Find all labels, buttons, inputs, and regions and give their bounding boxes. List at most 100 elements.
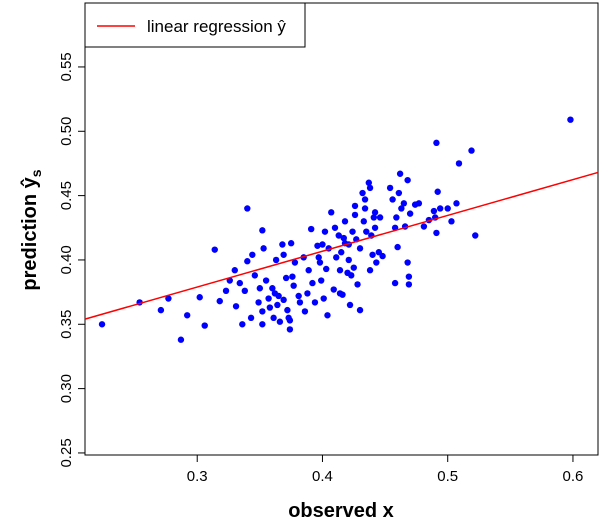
point	[314, 242, 321, 249]
point	[369, 251, 376, 258]
point	[448, 218, 455, 225]
point	[269, 285, 276, 292]
legend-label: linear regression ŷ	[147, 17, 286, 36]
point	[301, 308, 309, 315]
y-tick-label: 0.30	[58, 374, 75, 403]
point	[345, 256, 352, 264]
point	[391, 279, 399, 287]
point	[434, 188, 441, 195]
regression-line	[84, 171, 599, 320]
point	[430, 207, 438, 215]
point	[316, 259, 324, 266]
point	[222, 287, 230, 295]
point	[259, 308, 266, 315]
point	[366, 184, 374, 192]
point	[468, 147, 475, 154]
x-tick-label: 0.5	[437, 468, 458, 485]
point	[324, 312, 331, 319]
point	[350, 264, 357, 271]
point	[393, 214, 400, 221]
point	[255, 299, 262, 306]
point	[406, 210, 414, 217]
point	[395, 189, 403, 197]
point	[276, 318, 284, 325]
point	[351, 202, 359, 210]
point	[333, 254, 340, 261]
point	[260, 245, 267, 252]
plot-frame	[84, 2, 599, 456]
point	[286, 326, 294, 333]
point	[349, 228, 356, 235]
point	[340, 234, 347, 242]
point	[404, 176, 411, 184]
point	[307, 225, 315, 233]
point	[376, 214, 384, 221]
point	[320, 295, 327, 302]
point	[472, 232, 479, 239]
point	[361, 196, 369, 203]
point	[444, 205, 451, 212]
point	[404, 259, 411, 266]
y-tick-label: 0.50	[58, 117, 75, 146]
point	[318, 277, 325, 284]
point	[286, 317, 294, 324]
point	[232, 303, 240, 310]
point	[346, 301, 354, 309]
point	[296, 299, 304, 306]
y-axis-label: prediction ŷs	[19, 169, 44, 290]
point	[241, 287, 249, 295]
point	[280, 296, 287, 304]
y-axis-label-subscript: s	[28, 169, 44, 177]
point	[433, 229, 440, 237]
point	[305, 267, 312, 274]
point	[165, 295, 172, 302]
y-tick-label: 0.45	[58, 181, 75, 210]
point	[291, 259, 299, 266]
point	[196, 294, 203, 301]
point	[328, 209, 335, 216]
point	[247, 314, 255, 322]
x-tick-label: 0.3	[187, 468, 208, 485]
y-tick-label: 0.55	[58, 52, 75, 81]
point	[311, 299, 319, 306]
point	[262, 277, 270, 284]
point	[371, 209, 379, 216]
point	[348, 272, 355, 279]
point	[455, 160, 463, 167]
point	[265, 295, 272, 302]
point	[567, 116, 574, 123]
point	[400, 200, 408, 207]
point	[98, 321, 106, 328]
point	[341, 218, 349, 225]
point	[319, 241, 326, 248]
point	[396, 170, 404, 177]
point	[280, 251, 287, 258]
point	[398, 205, 405, 212]
point	[279, 241, 286, 248]
point	[290, 282, 297, 289]
point	[157, 306, 165, 314]
point	[216, 297, 223, 305]
point	[331, 224, 339, 231]
point	[183, 312, 191, 319]
point	[386, 184, 394, 192]
point	[360, 218, 367, 225]
point	[436, 205, 444, 212]
x-tick-label: 0.4	[312, 468, 333, 485]
point	[351, 211, 359, 219]
point	[259, 321, 266, 328]
point	[336, 267, 344, 274]
point	[405, 273, 413, 280]
point	[366, 267, 374, 274]
legend-box	[84, 2, 306, 48]
point	[433, 139, 440, 147]
point	[256, 285, 264, 292]
point	[420, 223, 428, 230]
point	[272, 256, 280, 264]
point	[453, 200, 460, 207]
y-axis-label-text: prediction ŷ	[19, 176, 41, 290]
point	[231, 267, 238, 274]
point	[236, 279, 244, 287]
point	[394, 243, 401, 251]
